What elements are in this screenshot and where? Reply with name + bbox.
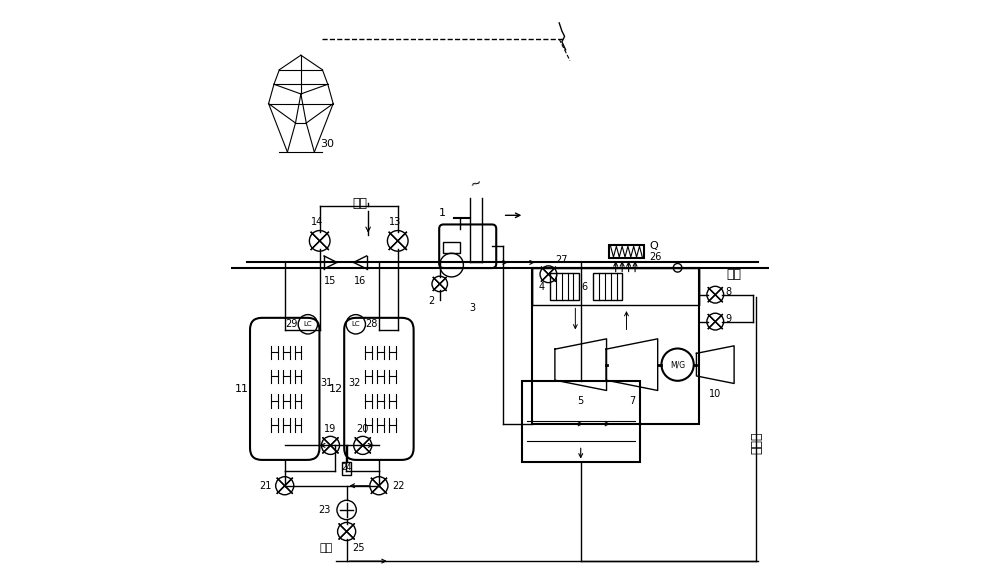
- Text: 14: 14: [311, 217, 323, 227]
- Bar: [443, 242, 460, 253]
- Text: 冷却水: 冷却水: [751, 432, 764, 454]
- Text: 6: 6: [581, 281, 587, 291]
- Text: 23: 23: [318, 505, 330, 515]
- Text: 2: 2: [429, 296, 435, 306]
- Text: 26: 26: [649, 252, 662, 262]
- Text: 3: 3: [470, 303, 476, 313]
- Text: 31: 31: [320, 378, 332, 388]
- Text: LC: LC: [304, 321, 312, 327]
- Text: 21: 21: [259, 481, 271, 491]
- Bar: [532, 268, 699, 305]
- Text: LC: LC: [351, 321, 360, 327]
- Text: 30: 30: [320, 139, 334, 149]
- Text: 11: 11: [234, 384, 248, 394]
- Text: 32: 32: [348, 378, 361, 388]
- Text: 22: 22: [392, 481, 405, 491]
- Text: Q: Q: [649, 241, 658, 251]
- Text: 24: 24: [341, 464, 352, 472]
- Text: M/G: M/G: [670, 360, 685, 369]
- Bar: [609, 245, 644, 258]
- Text: 7: 7: [629, 396, 635, 406]
- Text: ~: ~: [468, 175, 484, 193]
- Text: 补水: 补水: [320, 543, 333, 553]
- Text: 29: 29: [286, 319, 298, 329]
- Bar: [342, 461, 351, 475]
- Text: 27: 27: [555, 255, 567, 265]
- Text: 9: 9: [725, 314, 731, 324]
- Text: 4: 4: [538, 281, 544, 291]
- Text: 19: 19: [324, 423, 337, 433]
- Text: 13: 13: [389, 217, 401, 227]
- Text: 地面: 地面: [726, 268, 741, 281]
- Text: 5: 5: [578, 396, 584, 406]
- Text: 20: 20: [357, 423, 369, 433]
- Bar: [550, 273, 579, 300]
- Text: 16: 16: [354, 276, 366, 286]
- Text: 12: 12: [328, 384, 343, 394]
- Text: 15: 15: [324, 276, 337, 286]
- Bar: [522, 381, 640, 461]
- Text: 25: 25: [352, 543, 365, 553]
- Bar: [532, 268, 699, 424]
- Text: 28: 28: [366, 319, 378, 329]
- Text: 10: 10: [709, 389, 721, 399]
- Bar: [593, 273, 622, 300]
- Text: 8: 8: [725, 287, 731, 297]
- Text: 1: 1: [439, 208, 446, 218]
- Text: 空气: 空气: [353, 197, 368, 210]
